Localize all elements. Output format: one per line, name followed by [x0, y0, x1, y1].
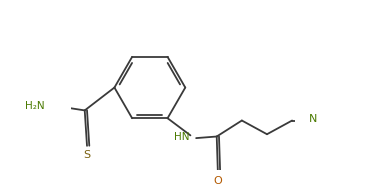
Text: N: N: [309, 114, 317, 124]
Text: S: S: [83, 149, 90, 159]
Text: H₂N: H₂N: [25, 101, 45, 111]
Text: HN: HN: [174, 132, 189, 142]
Text: O: O: [213, 176, 222, 185]
